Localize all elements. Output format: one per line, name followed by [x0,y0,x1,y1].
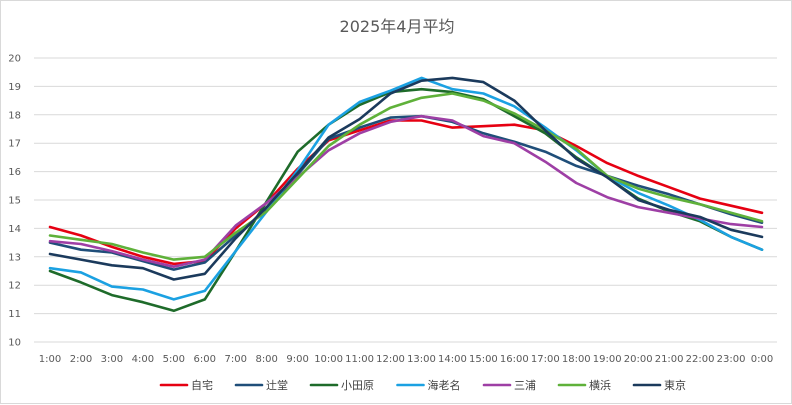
x-tick-label: 5:00 [163,354,185,365]
y-tick-label: 15 [8,196,21,207]
x-tick-label: 15:00 [469,354,498,365]
x-tick-label: 8:00 [255,354,277,365]
x-tick-label: 7:00 [225,354,247,365]
x-tick-label: 3:00 [101,354,123,365]
x-tick-label: 14:00 [438,354,467,365]
x-tick-label: 20:00 [624,354,653,365]
x-tick-label: 21:00 [655,354,684,365]
series-line-6 [48,76,764,281]
legend-label: 小田原 [341,379,374,392]
x-tick-label: 11:00 [345,354,374,365]
legend-item: 三浦 [482,379,536,392]
legend: 自宅 辻堂 小田原 海老名 三浦 横浜 東京 [159,378,686,392]
legend-label: 自宅 [191,378,213,392]
x-tick-label: 16:00 [500,354,529,365]
x-tick-label: 19:00 [593,354,622,365]
legend-label: 東京 [664,378,686,392]
series-line-3 [48,76,764,301]
x-tick-label: 0:00 [751,354,773,365]
x-tick-label: 18:00 [562,354,591,365]
legend-item: 横浜 [557,378,611,392]
x-tick-label: 2:00 [70,354,92,365]
series-line-4 [48,114,764,269]
y-tick-label: 18 [8,110,21,121]
x-tick-label: 13:00 [407,354,436,365]
legend-label: 三浦 [514,379,536,392]
y-tick-label: 19 [8,82,21,93]
x-axis-ticks: 1:00 2:00 3:00 4:00 5:00 6:00 7:00 8:00 9:00 10:0… [39,354,773,365]
x-tick-label: 10:00 [314,354,343,365]
chart-title: 2025年4月平均 [340,17,455,36]
x-tick-label: 12:00 [376,354,405,365]
gridlines [34,57,777,343]
series-line-5 [48,92,764,261]
legend-item: 辻堂 [234,378,288,392]
legend-item: 自宅 [159,378,213,392]
y-tick-label: 12 [8,281,21,292]
x-tick-label: 6:00 [194,354,216,365]
legend-label: 横浜 [589,378,611,392]
y-tick-label: 20 [8,54,21,65]
y-tick-label: 10 [8,338,21,349]
y-tick-label: 11 [8,309,21,320]
y-tick-label: 13 [8,252,21,263]
legend-item: 東京 [632,378,686,392]
x-tick-label: 23:00 [717,354,746,365]
x-tick-label: 22:00 [686,354,715,365]
x-tick-label: 1:00 [39,354,61,365]
y-tick-label: 17 [8,139,21,150]
y-tick-label: 16 [8,167,21,178]
legend-item: 海老名 [396,378,461,392]
x-tick-label: 17:00 [531,354,560,365]
x-tick-label: 4:00 [132,354,154,365]
series-lines [48,76,764,313]
legend-label: 辻堂 [266,378,288,392]
series-line-0 [48,119,764,266]
legend-item: 小田原 [309,379,374,392]
x-tick-label: 9:00 [286,354,308,365]
y-tick-label: 14 [8,224,21,235]
y-axis-ticks: 10 11 12 13 14 15 16 17 18 19 20 [8,54,21,349]
series-line-1 [48,114,764,271]
legend-label: 海老名 [428,378,461,392]
